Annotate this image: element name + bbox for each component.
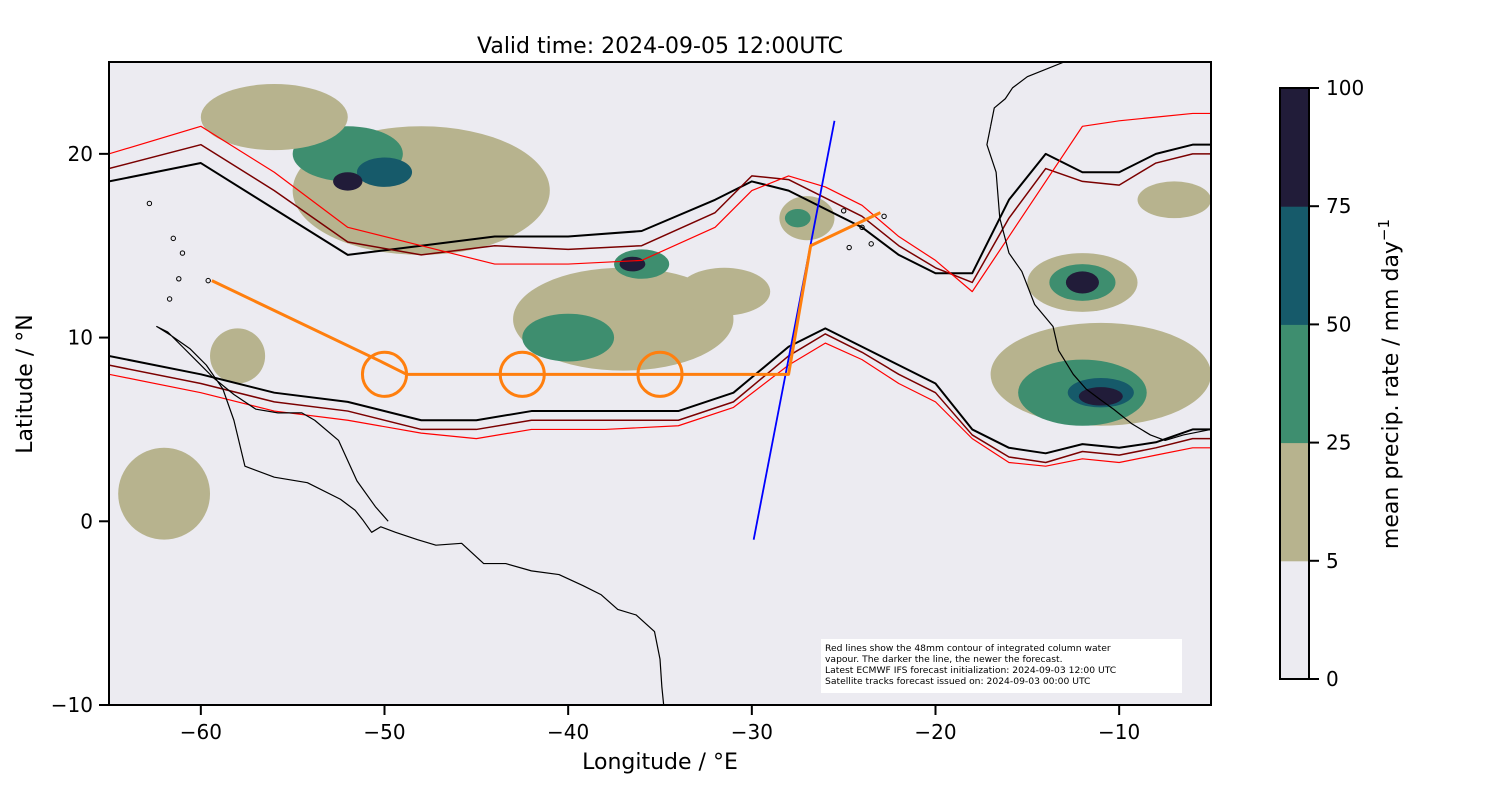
x-axis-label: Longitude / °E (582, 750, 738, 775)
coastline-africa-north (990, 62, 1110, 127)
island (146, 200, 153, 207)
annotation-line: vapour. The darker the line, the newer t… (825, 654, 1063, 666)
tracks (211, 120, 882, 540)
island (881, 213, 887, 220)
annotation-line: Satellite tracks forecast issued on: 202… (825, 676, 1091, 688)
island (205, 277, 211, 284)
island (859, 224, 865, 231)
coastline-africa (986, 126, 1211, 442)
y-axis: −10 0 10 20 (51, 142, 109, 717)
island (868, 241, 874, 247)
colorbar-label: mean precip. rate / mm day−1 (1375, 219, 1404, 549)
colorbar: 0 5 25 50 75 100 (1279, 76, 1364, 691)
map-frame (108, 61, 1212, 706)
x-tick-label: −60 (180, 720, 222, 744)
y-tick-label: 20 (68, 142, 93, 166)
iwv-contour-mid (109, 333, 1211, 464)
x-tick-label: −30 (731, 720, 773, 744)
precip-blob (522, 313, 615, 362)
colorbar-tick-label: 100 (1326, 76, 1364, 100)
precip-blob (210, 328, 266, 384)
flight-circle (636, 350, 684, 398)
colorbar-band (1280, 442, 1309, 562)
precip-blob (619, 256, 646, 272)
iwv-contour-oldest (109, 112, 1211, 293)
island (176, 276, 182, 282)
annotation-lines: Red lines show the 48mm contour of integ… (825, 643, 1178, 687)
x-axis: −60 −50 −40 −30 −20 −10 (180, 705, 1140, 744)
colorbar-band (1280, 206, 1309, 325)
colorbar-frame (1279, 87, 1310, 680)
y-axis-label: Latitude / °N (13, 314, 38, 453)
iwv-contour-newest (109, 327, 1211, 455)
precip-blob (118, 447, 211, 540)
annotation-box: Red lines show the 48mm contour of integ… (821, 639, 1182, 693)
annotation-line: Red lines show the 48mm contour of integ… (825, 643, 1111, 654)
flight-circle (498, 350, 546, 398)
precip-blob (333, 172, 363, 191)
island (846, 244, 852, 251)
map-layers (109, 5, 1211, 705)
iwv-contour-oldest (109, 342, 1211, 467)
island (1007, 5, 1011, 9)
satellite-track (752, 120, 836, 540)
colorbar-label-main: mean precip. rate / mm day (1379, 241, 1404, 549)
flight-circle (360, 350, 409, 398)
colorbar-band (1280, 88, 1309, 207)
precip-blob (678, 267, 771, 316)
colorbar-band (1280, 324, 1309, 444)
colorbar-label-superscript: −1 (1375, 219, 1393, 241)
colorbar-tick-label: 25 (1326, 431, 1351, 455)
x-tick-label: −50 (363, 720, 405, 744)
iwv-contour-mid (109, 143, 1211, 284)
colorbar-tick-label: 50 (1326, 312, 1351, 336)
precip-blob (1078, 387, 1123, 406)
precip-blob (200, 84, 348, 151)
island (170, 235, 176, 242)
precip-blob (1137, 181, 1211, 219)
island (179, 250, 186, 256)
colorbar-tick-label: 0 (1326, 667, 1339, 691)
coastlines (146, 5, 1211, 705)
colorbar-band (1280, 560, 1309, 680)
x-tick-label: −20 (914, 720, 956, 744)
annotation-line: Latest ECMWF IFS forecast initialization… (825, 665, 1117, 677)
y-tick-label: −10 (51, 693, 93, 717)
x-tick-label: −10 (1098, 720, 1140, 744)
colorbar-tick-label: 75 (1326, 194, 1351, 218)
iwv-contour-newest (109, 143, 1211, 275)
precip-blob (356, 157, 413, 187)
x-tick-label: −40 (547, 720, 589, 744)
island (840, 208, 847, 214)
precip-blob (784, 208, 811, 228)
precipitation-field (118, 84, 1211, 540)
plot-title: Valid time: 2024-09-05 12:00UTC (477, 34, 843, 59)
coastline-south-america (156, 325, 665, 705)
iwv-contours (109, 112, 1211, 467)
colorbar-tick-label: 5 (1326, 549, 1339, 573)
island (166, 296, 173, 302)
y-tick-label: 0 (80, 509, 93, 533)
precip-blob (1065, 271, 1099, 294)
y-tick-label: 10 (68, 326, 93, 350)
flight-track (211, 211, 882, 376)
